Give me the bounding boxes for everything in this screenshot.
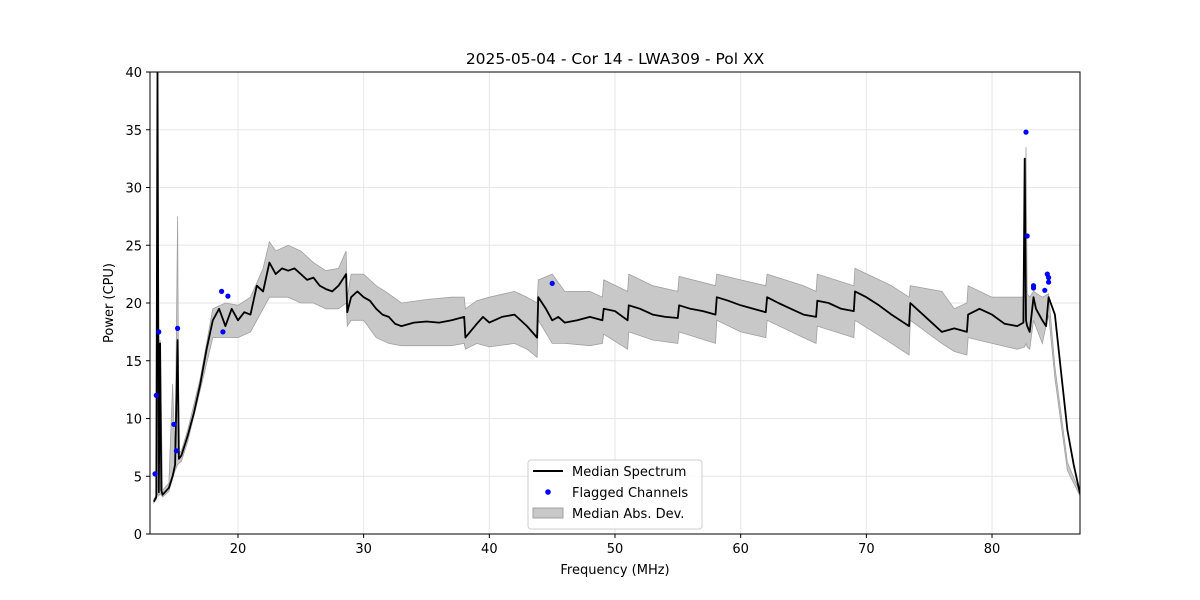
flagged-channel-point	[1023, 129, 1029, 135]
x-tick-label: 80	[984, 542, 1001, 557]
flagged-channel-point	[152, 471, 158, 477]
x-tick-label: 50	[607, 542, 624, 557]
x-axis-label: Frequency (MHz)	[560, 563, 669, 578]
median-spectrum-line	[153, 72, 1080, 503]
y-tick-label: 30	[125, 182, 142, 197]
flagged-channel-point	[156, 329, 162, 335]
x-tick-label: 20	[230, 542, 247, 557]
legend: Median Spectrum Flagged Channels Median …	[527, 459, 703, 530]
x-tick-label: 60	[732, 542, 749, 557]
flagged-channel-point	[1030, 285, 1037, 291]
x-tick-label: 30	[355, 542, 372, 557]
flagged-channel-point	[1042, 287, 1048, 293]
flagged-channel-point	[1046, 279, 1052, 285]
y-tick-label: 15	[125, 355, 142, 370]
y-tick-label: 5	[134, 470, 142, 485]
y-tick-label: 10	[125, 413, 142, 428]
y-tick-label: 35	[125, 124, 142, 139]
flagged-channel-point	[219, 288, 225, 294]
chart-title: 2025-05-04 - Cor 14 - LWA309 - Pol XX	[466, 50, 765, 68]
y-axis-label: Power (CPU)	[102, 263, 117, 343]
flagged-channel-point	[1024, 233, 1030, 239]
legend-mad-patch	[532, 507, 564, 519]
flagged-channel-point	[225, 293, 231, 299]
legend-flagged-label: Flagged Channels	[572, 486, 688, 501]
flagged-channel-point	[153, 392, 159, 398]
flagged-channel-point	[175, 325, 181, 331]
plot-area	[152, 72, 1080, 505]
y-tick-label: 40	[125, 66, 142, 81]
x-axis: 20 30 40 50 60 70 80	[230, 534, 1001, 557]
legend-median-label: Median Spectrum	[572, 465, 686, 480]
legend-flagged-marker	[545, 489, 551, 495]
y-tick-label: 25	[125, 239, 142, 254]
y-axis: 0 5 10 15 20 25 30 35 40	[125, 66, 150, 543]
x-tick-label: 70	[858, 542, 875, 557]
x-tick-label: 40	[481, 542, 498, 557]
flagged-channel-point	[171, 421, 177, 427]
y-tick-label: 20	[125, 297, 142, 312]
flagged-channel-point	[173, 448, 179, 454]
y-tick-label: 0	[134, 528, 142, 543]
legend-mad-label: Median Abs. Dev.	[572, 507, 684, 522]
flagged-channel-point	[549, 280, 555, 286]
flagged-channel-point	[220, 329, 226, 335]
legend-box	[527, 459, 703, 530]
flagged-channel-point	[1046, 275, 1052, 281]
